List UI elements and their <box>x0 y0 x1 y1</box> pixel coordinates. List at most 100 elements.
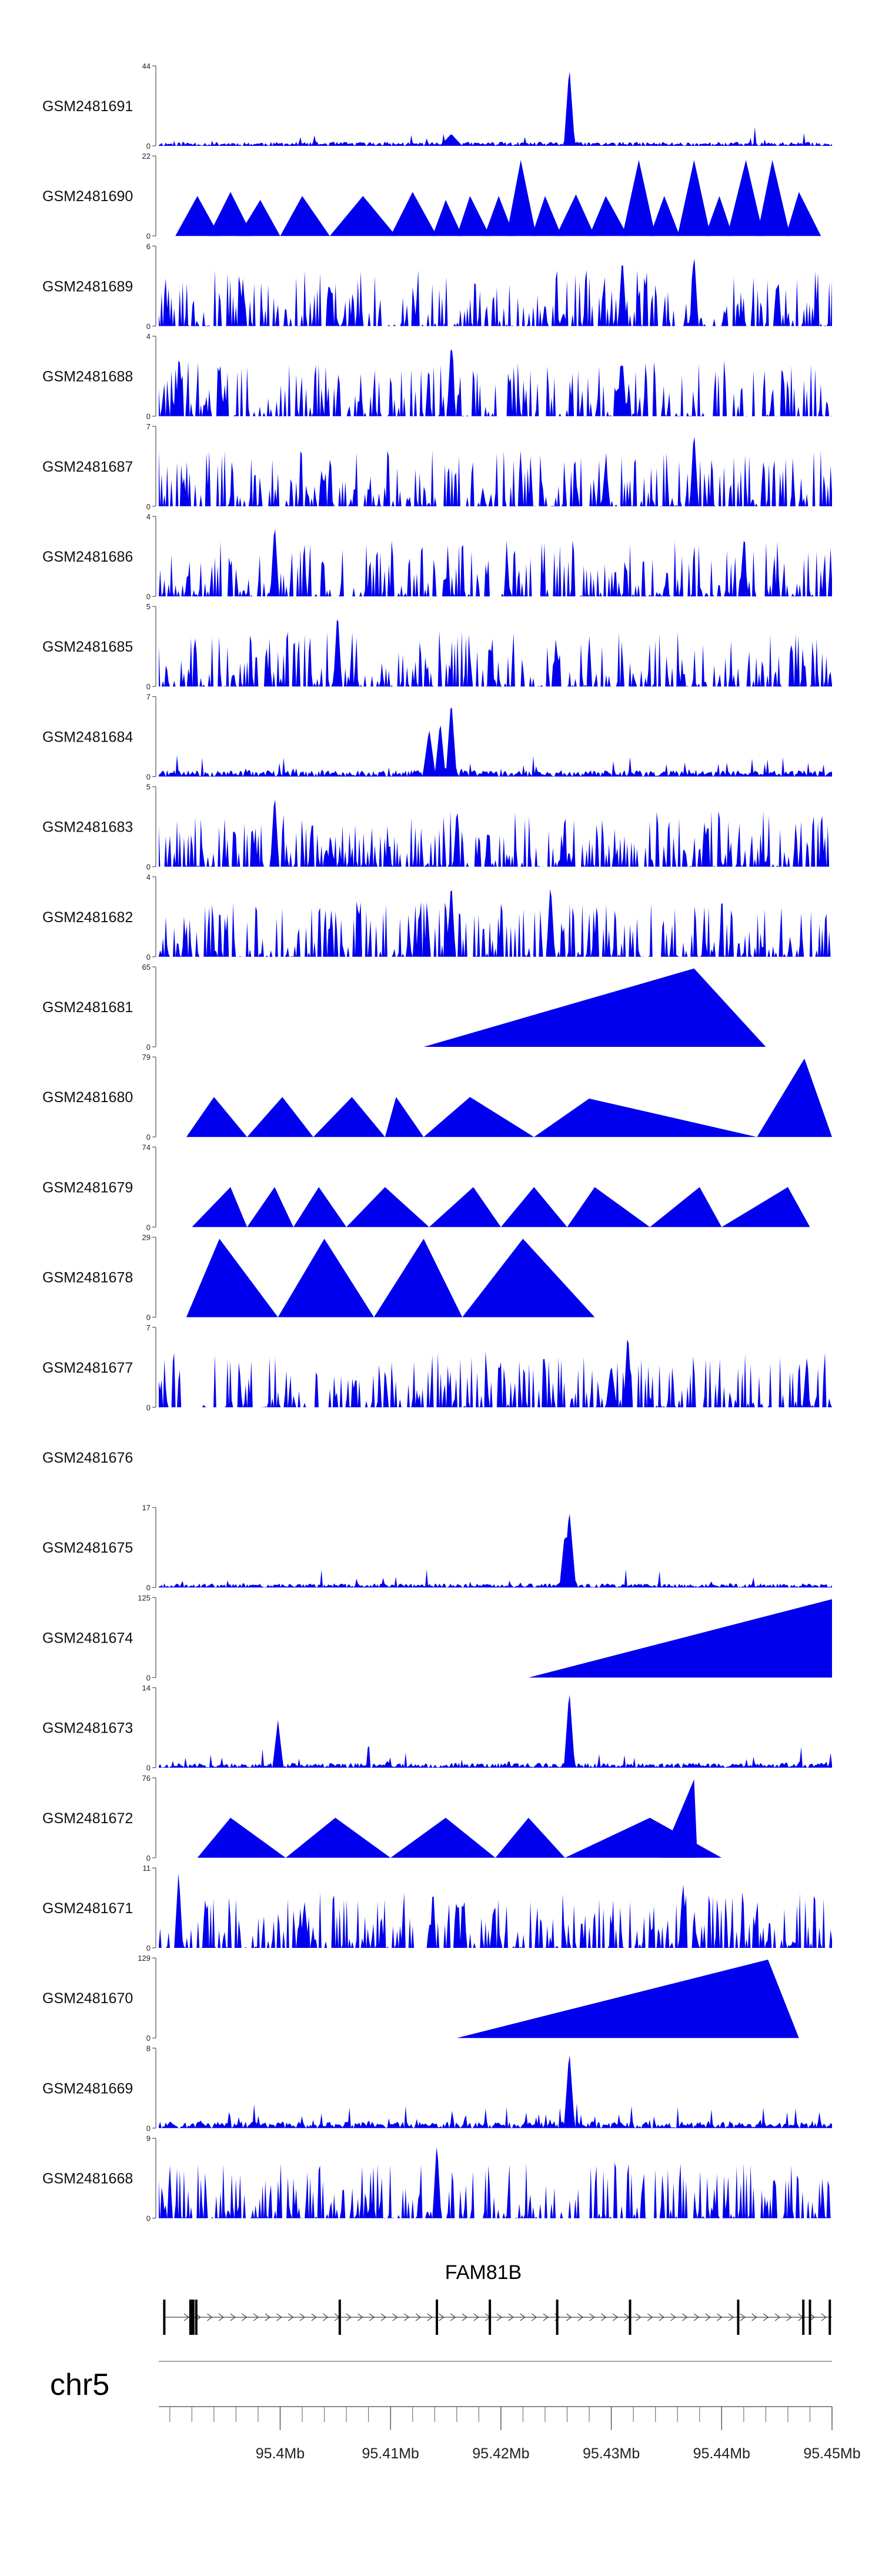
gene-exon <box>163 2300 166 2335</box>
y-max-label: 5 <box>146 602 151 611</box>
coverage-area <box>159 1873 832 1948</box>
sample-label: GSM2481688 <box>42 369 133 385</box>
sample-label: GSM2481680 <box>42 1089 133 1106</box>
y-max-label: 65 <box>142 963 151 972</box>
track-GSM2481677: GSM2481677 7 0 <box>42 1323 832 1412</box>
sample-label: GSM2481690 <box>42 188 133 205</box>
y-max-label: 11 <box>143 1864 151 1873</box>
sample-label: GSM2481672 <box>42 1810 133 1827</box>
sample-label: GSM2481683 <box>42 819 133 836</box>
coverage-peak <box>186 1097 248 1137</box>
gene-name-label: FAM81B <box>445 2261 522 2284</box>
strand-arrow <box>392 2313 398 2321</box>
y-max-label: 129 <box>138 1954 151 1963</box>
coverage-peak <box>462 1239 595 1317</box>
strand-arrow <box>763 2313 769 2321</box>
coverage-peak <box>500 1187 567 1227</box>
gene-exon <box>828 2300 831 2335</box>
coverage-peak <box>423 968 766 1047</box>
sample-label: GSM2481681 <box>42 999 133 1016</box>
coverage-peak <box>423 1097 534 1137</box>
coverage-area <box>159 799 832 867</box>
coverage-area <box>159 2147 832 2218</box>
coverage-area <box>159 529 832 596</box>
y-min-label: 0 <box>146 2034 151 2043</box>
gene-exon <box>338 2300 341 2335</box>
track-GSM2481678: GSM2481678 29 0 <box>42 1233 595 1322</box>
track-GSM2481682: GSM2481682 4 0 <box>42 873 832 962</box>
x-axis-tick-label: 95.45Mb <box>803 2445 860 2462</box>
strand-arrow <box>404 2313 410 2321</box>
y-max-label: 8 <box>146 2044 151 2053</box>
sample-label: GSM2481685 <box>42 639 133 655</box>
coverage-peak <box>456 1959 799 2038</box>
coverage-peak <box>429 1187 501 1227</box>
sample-label: GSM2481687 <box>42 459 133 475</box>
strand-arrow <box>508 2313 514 2321</box>
strand-arrow <box>693 2313 700 2321</box>
track-GSM2481675: GSM2481675 17 0 <box>42 1503 832 1592</box>
gene-exon <box>737 2300 740 2335</box>
y-max-label: 22 <box>142 152 151 161</box>
track-GSM2481670: GSM2481670 129 0 <box>42 1954 799 2043</box>
y-min-label: 0 <box>146 592 151 601</box>
strand-arrow <box>323 2313 329 2321</box>
coverage-peak <box>390 1817 496 1858</box>
gene-exon <box>556 2300 559 2335</box>
coverage-peak <box>175 196 220 236</box>
x-axis-tick-label: 95.4Mb <box>256 2445 305 2462</box>
coverage-peak <box>385 1097 424 1137</box>
y-min-label: 0 <box>146 1223 151 1232</box>
coverage-area <box>159 620 832 687</box>
coverage-peak <box>329 196 396 236</box>
coverage-peak <box>247 1097 313 1137</box>
y-max-label: 125 <box>138 1593 151 1602</box>
strand-arrow <box>566 2313 572 2321</box>
strand-arrow <box>253 2313 259 2321</box>
y-min-label: 0 <box>146 772 151 781</box>
track-GSM2481672: GSM2481672 76 0 <box>42 1774 722 1863</box>
coverage-area <box>159 708 832 777</box>
strand-arrow <box>786 2313 792 2321</box>
track-GSM2481674: GSM2481674 125 0 <box>42 1593 832 1682</box>
gene-exon <box>195 2300 198 2335</box>
y-min-label: 0 <box>146 1673 151 1682</box>
strand-arrow <box>427 2313 433 2321</box>
track-GSM2481679: GSM2481679 74 0 <box>42 1143 810 1232</box>
strand-arrow <box>242 2313 248 2321</box>
strand-arrow <box>774 2313 781 2321</box>
strand-arrow <box>276 2313 282 2321</box>
coverage-peak <box>313 1097 385 1137</box>
coverage-peak <box>661 1779 697 1858</box>
strand-arrow <box>682 2313 688 2321</box>
strand-arrow <box>809 2313 816 2321</box>
y-min-label: 0 <box>146 142 151 151</box>
coverage-peak <box>192 1187 248 1227</box>
track-GSM2481669: GSM2481669 8 0 <box>42 2044 832 2133</box>
track-GSM2481691: GSM2481691 44 0 <box>42 62 832 151</box>
y-min-label: 0 <box>146 1944 151 1953</box>
x-axis-tick-label: 95.41Mb <box>362 2445 419 2462</box>
y-max-label: 7 <box>146 692 151 701</box>
track-GSM2481680: GSM2481680 79 0 <box>42 1053 832 1142</box>
coverage-peak <box>589 196 628 236</box>
coverage-peak <box>432 200 463 236</box>
sample-label: GSM2481668 <box>42 2171 133 2187</box>
coverage-peak <box>622 160 656 236</box>
chromosome-label: chr5 <box>50 2368 109 2402</box>
y-max-label: 14 <box>142 1684 151 1693</box>
y-max-label: 4 <box>146 332 151 341</box>
coverage-peak <box>528 1599 832 1678</box>
strand-arrow <box>636 2313 642 2321</box>
track-GSM2481683: GSM2481683 5 0 <box>42 783 832 872</box>
sample-label: GSM2481679 <box>42 1179 133 1196</box>
y-max-label: 5 <box>146 783 151 792</box>
coverage-peak <box>705 196 733 236</box>
sample-label: GSM2481675 <box>42 1540 133 1556</box>
y-min-label: 0 <box>146 863 151 872</box>
y-min-label: 0 <box>146 1854 151 1863</box>
coverage-area <box>159 1339 832 1407</box>
coverage-tracks: GSM2481691440GSM2481690220GSM248168960GS… <box>42 62 832 2223</box>
coverage-peak <box>534 1098 757 1137</box>
strand-arrow <box>311 2313 317 2321</box>
